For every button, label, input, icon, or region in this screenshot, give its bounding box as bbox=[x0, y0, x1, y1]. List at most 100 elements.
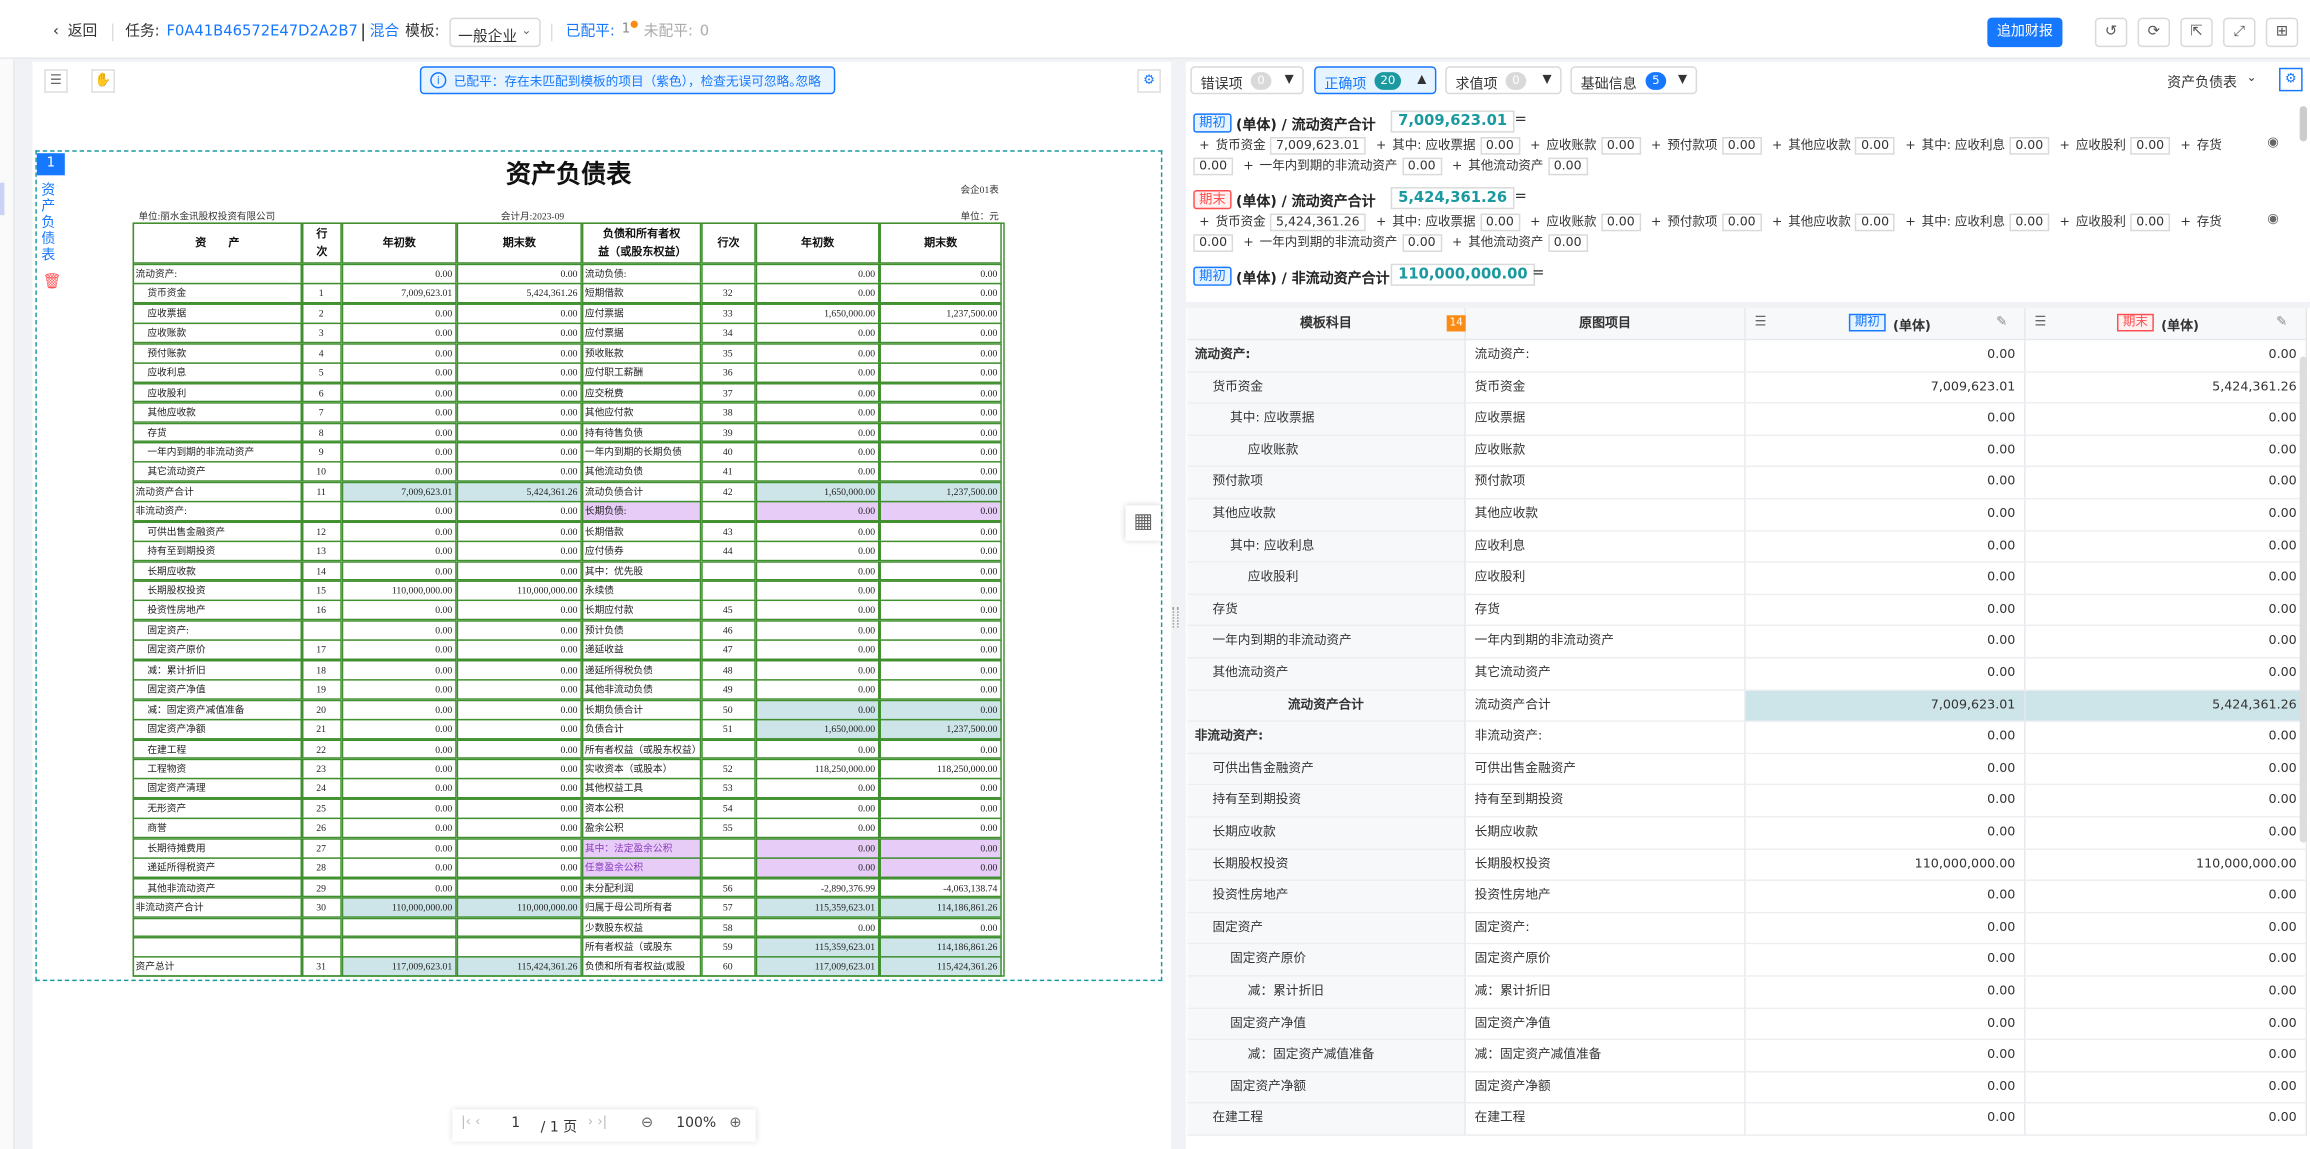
ignore-link[interactable]: 忽略 bbox=[795, 75, 821, 90]
delete-icon[interactable]: 🗑 bbox=[42, 274, 62, 291]
separator bbox=[111, 23, 114, 42]
settings-button[interactable]: ⚙ bbox=[2279, 67, 2303, 92]
table-cell: 34 bbox=[701, 323, 756, 344]
table-cell: 在建工程 bbox=[1465, 1104, 1746, 1136]
zoom-out[interactable]: ⊖ bbox=[640, 1115, 654, 1132]
table-cell: 投资性房地产 bbox=[1465, 881, 1746, 914]
table-cell: 0.00 bbox=[879, 342, 1002, 364]
filter-count: 0 bbox=[1505, 72, 1527, 90]
table-cell: 持有至到期投资 bbox=[1187, 785, 1466, 818]
edit-icon[interactable]: ✎ bbox=[2276, 315, 2288, 330]
table-cell: 0.00 bbox=[755, 342, 880, 364]
toolbar-icon-button[interactable]: ↺ bbox=[2094, 17, 2128, 48]
view-icon[interactable]: ◉ bbox=[2267, 135, 2279, 151]
table-cell: 0.00 bbox=[341, 719, 457, 740]
grid-toggle[interactable]: ▦ bbox=[1125, 505, 1161, 541]
term-name: 其他应收款 bbox=[1788, 138, 1851, 154]
table-cell: 0.00 bbox=[2025, 626, 2308, 659]
filter-dropdown[interactable]: 基础信息 5 ▼ bbox=[1570, 66, 1698, 95]
edit-icon[interactable]: ✎ bbox=[1996, 315, 2008, 330]
term-name: 应收股利 bbox=[2075, 215, 2126, 230]
table-cell: 0.00 bbox=[456, 441, 582, 463]
table-cell: 预付款项 bbox=[1465, 467, 1746, 500]
page-label[interactable]: 资产负债表 bbox=[41, 182, 56, 264]
table-cell: 22 bbox=[302, 738, 342, 760]
table-cell: 固定资产清理 bbox=[132, 778, 303, 799]
table-cell: 0.00 bbox=[755, 778, 880, 799]
table-cell: 固定资产 bbox=[1187, 913, 1466, 945]
period-tag: 期初 bbox=[1193, 113, 1232, 133]
filter-dropdown[interactable]: 求值项 0 ▼ bbox=[1445, 66, 1562, 95]
table-cell: 0.00 bbox=[879, 738, 1002, 760]
table-cell: 25 bbox=[302, 798, 342, 819]
term-value: 0.00 bbox=[1547, 234, 1588, 252]
table-cell bbox=[302, 936, 342, 958]
table-cell: 应交税费 bbox=[581, 382, 702, 403]
table-cell: 7,009,623.01 bbox=[1745, 372, 2026, 404]
page-input[interactable]: 1 bbox=[511, 1115, 521, 1132]
plus-sign: + bbox=[2059, 138, 2070, 154]
term-value: 0.00 bbox=[1855, 213, 1895, 232]
append-button[interactable]: 追加财报 bbox=[1987, 17, 2063, 48]
outline-button[interactable]: ☰ bbox=[44, 69, 68, 93]
back-icon[interactable]: ‹ bbox=[53, 23, 59, 40]
filter-dropdown[interactable]: 正确项 20 ▲ bbox=[1314, 66, 1437, 95]
table-cell: 0.00 bbox=[755, 738, 880, 760]
info-icon: i bbox=[430, 72, 447, 89]
table-cell: 可供出售金融资产 bbox=[1465, 753, 1746, 786]
table-cell: 0.00 bbox=[2025, 1104, 2308, 1136]
zoom-in[interactable]: ⊕ bbox=[729, 1115, 742, 1132]
period-tag: 期末 bbox=[1193, 190, 1232, 210]
table-cell bbox=[701, 501, 756, 522]
unmatched-count: 0 bbox=[699, 23, 710, 40]
template-select[interactable]: 一般企业 ⌄ bbox=[449, 17, 541, 48]
table-cell: 一年内到期的长期负债 bbox=[581, 441, 702, 463]
dropdown-arrow: ▼ bbox=[1542, 72, 1552, 86]
table-cell: 0.00 bbox=[456, 639, 582, 661]
task-id[interactable]: F0A41B46572E47D2A2B72A2... bbox=[166, 23, 358, 40]
table-cell: 5,424,361.26 bbox=[456, 481, 582, 502]
settings-button[interactable]: ⚙ bbox=[1137, 69, 1161, 93]
table-cell: 减：固定资产减值准备 bbox=[1465, 1040, 1746, 1073]
table-cell: 流动资产: bbox=[1187, 340, 1466, 373]
table-cell: 未分配利润 bbox=[581, 877, 702, 898]
table-cell: 长期负债: bbox=[581, 501, 702, 522]
formula-block: 期初 (单体) / 流动资产合计 7,009,623.01 = + 货币资金 7,009,6… bbox=[1193, 110, 2283, 186]
hand-tool[interactable]: ✋ bbox=[91, 69, 115, 93]
toolbar-icon-button[interactable]: ⤢ bbox=[2223, 17, 2256, 48]
toolbar-icon-button[interactable]: ⊞ bbox=[2265, 17, 2299, 48]
table-cell: 0.00 bbox=[456, 560, 582, 582]
toolbar-icon-button[interactable]: ⟳ bbox=[2137, 17, 2171, 48]
sheet-select[interactable]: 资产负债表 ⌄ bbox=[2158, 66, 2266, 94]
term-name: 预付款项 bbox=[1667, 138, 1718, 154]
table-cell: 其他非流动负债 bbox=[581, 679, 702, 700]
table-cell: 0.00 bbox=[879, 818, 1002, 839]
toolbar-icon-button[interactable]: ⇱ bbox=[2180, 17, 2213, 48]
plus-sign: + bbox=[1243, 159, 1254, 174]
plus-sign: + bbox=[1905, 215, 1916, 230]
table-cell: 0.00 bbox=[456, 738, 582, 760]
table-cell: 预收账款 bbox=[581, 342, 702, 364]
table-cell: 0.00 bbox=[456, 620, 582, 641]
zoom-level: 100% bbox=[676, 1115, 717, 1132]
back-button[interactable]: 返回 bbox=[67, 23, 98, 40]
table-cell: 其他流动负债 bbox=[581, 461, 702, 483]
table-cell: 4 bbox=[302, 342, 342, 364]
table-cell: 0.00 bbox=[879, 283, 1002, 304]
table-cell: 0.00 bbox=[1745, 913, 2026, 945]
formula-title: (单体) / 流动资产合计 bbox=[1236, 194, 1376, 211]
page-number[interactable]: 1 bbox=[36, 153, 65, 176]
dropdown-arrow: ▼ bbox=[1677, 72, 1688, 86]
table-cell: 0.00 bbox=[456, 540, 582, 562]
table-cell: 0.00 bbox=[341, 461, 457, 483]
view-icon[interactable]: ◉ bbox=[2267, 212, 2279, 227]
sort-badge[interactable]: 14 bbox=[1446, 315, 1466, 332]
filter-dropdown[interactable]: 错误项 0 ▼ bbox=[1190, 66, 1304, 95]
term-value: 0.00 bbox=[1721, 213, 1762, 232]
term-name: 存货 bbox=[2196, 215, 2222, 230]
side-marker bbox=[0, 182, 5, 216]
table-cell: 59 bbox=[701, 936, 756, 958]
table-cell: 0.00 bbox=[879, 659, 1002, 681]
term-value: 0.00 bbox=[1480, 137, 1520, 155]
table-cell: 36 bbox=[701, 362, 756, 384]
